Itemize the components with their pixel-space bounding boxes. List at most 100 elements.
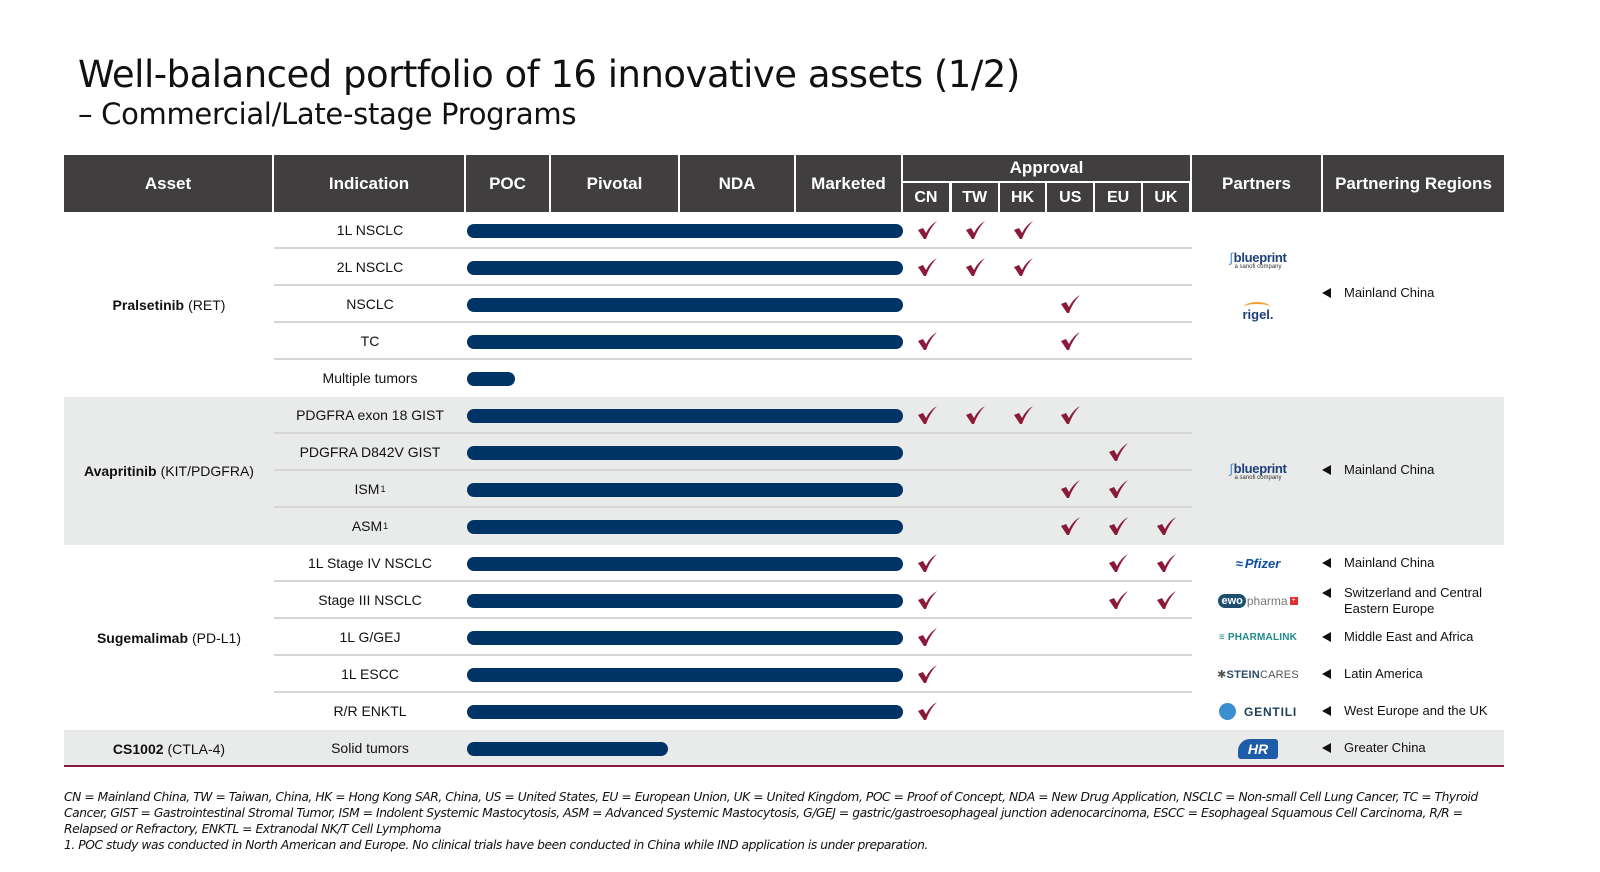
indication-label: NSCLC xyxy=(274,286,466,321)
pharmalink-logo: ≡ PHARMALINK xyxy=(1218,632,1298,643)
progress-bar xyxy=(467,446,903,460)
blueprint-logo: ∫blueprint a sanofi company xyxy=(1229,250,1287,271)
row-divider xyxy=(274,321,1192,323)
region-text: Switzerland and Central Eastern Europe xyxy=(1344,585,1483,616)
progress-bar xyxy=(467,261,903,275)
footnote-marker: 1 xyxy=(383,520,389,531)
approval-check-us xyxy=(1059,330,1081,352)
partners-cell: HR xyxy=(1192,730,1324,767)
partners-cell: ∫blueprint a sanofi company rigel. xyxy=(1192,232,1324,340)
indication-text: NSCLC xyxy=(346,295,394,312)
approval-check-hk xyxy=(1012,219,1034,241)
header-region-uk: UK xyxy=(1143,183,1189,212)
hengrui-logo: HR xyxy=(1237,738,1279,759)
approval-check-cn xyxy=(916,404,938,426)
progress-bar xyxy=(467,631,903,645)
region-text: Latin America xyxy=(1344,666,1423,681)
progress-bar xyxy=(467,372,515,386)
blueprint-logo: ∫blueprint a sanofi company xyxy=(1229,461,1287,481)
header-partnering-regions: Partnering Regions xyxy=(1323,155,1504,212)
arrow-left-icon xyxy=(1322,465,1331,475)
pfizer-logo: ≈ Pfizer xyxy=(1235,556,1281,571)
asset-target: (CTLA-4) xyxy=(167,740,226,757)
region-text: Greater China xyxy=(1344,739,1426,755)
approval-check-us xyxy=(1059,515,1081,537)
approval-check-cn xyxy=(916,330,938,352)
approval-check-eu xyxy=(1107,515,1129,537)
indication-text: ASM xyxy=(351,517,383,534)
header-region-tw: TW xyxy=(951,183,998,212)
indication-label: 1L G/GEJ xyxy=(274,619,466,654)
indication-text: 1L ESCC xyxy=(341,665,399,682)
indication-text: Stage III NSCLC xyxy=(318,591,422,608)
indication-row: TC xyxy=(274,323,1192,360)
progress-bar xyxy=(467,520,903,534)
header-region-hk: HK xyxy=(999,183,1046,212)
approval-check-eu xyxy=(1107,589,1129,611)
indication-row: PDGFRA D842V GIST xyxy=(274,434,1192,471)
row-divider xyxy=(274,617,1192,619)
indication-label: PDGFRA exon 18 GIST xyxy=(274,397,466,432)
header-approval: Approval xyxy=(903,155,1190,181)
partner-cell: ≈ Pfizer xyxy=(1192,545,1324,582)
indication-text: TC xyxy=(360,332,380,349)
asset-name: CS1002 (CTLA-4) xyxy=(64,730,274,767)
indication-row: 1L G/GEJ xyxy=(274,619,1192,656)
row-divider xyxy=(274,580,1192,582)
partnering-region: Greater China xyxy=(1322,740,1426,756)
progress-bar xyxy=(467,705,903,719)
row-divider xyxy=(274,284,1192,286)
header-asset: Asset xyxy=(64,155,272,212)
arrow-left-icon xyxy=(1322,706,1331,716)
arrow-left-icon xyxy=(1322,288,1331,298)
approval-check-tw xyxy=(964,219,986,241)
approval-check-cn xyxy=(916,700,938,722)
approval-check-cn xyxy=(916,219,938,241)
asset-target: (KIT/PDGFRA) xyxy=(160,463,254,479)
arrow-left-icon xyxy=(1322,669,1331,679)
indication-label: Multiple tumors xyxy=(274,360,466,395)
indication-text: PDGFRA exon 18 GIST xyxy=(296,406,444,423)
approval-check-eu xyxy=(1107,478,1129,500)
region-text: Middle East and Africa xyxy=(1344,629,1474,644)
partner-cell: GENTILI xyxy=(1192,693,1324,730)
partnering-region: West Europe and the UK xyxy=(1322,703,1497,719)
asset-drug: Pralsetinib xyxy=(112,296,185,313)
row-divider xyxy=(274,358,1192,360)
indication-row: PDGFRA exon 18 GIST xyxy=(274,397,1192,434)
indication-text: 1L Stage IV NSCLC xyxy=(308,554,432,571)
approval-check-cn xyxy=(916,626,938,648)
approval-check-cn xyxy=(916,589,938,611)
indication-row: 1L ESCC xyxy=(274,656,1192,693)
header-marketed: Marketed xyxy=(796,155,901,212)
header-poc: POC xyxy=(466,155,549,212)
partners-cell: ∫blueprint a sanofi company xyxy=(1192,397,1324,545)
approval-check-cn xyxy=(916,256,938,278)
asset-name: Pralsetinib (RET) xyxy=(64,212,274,397)
progress-bar xyxy=(467,594,903,608)
row-divider xyxy=(274,247,1192,249)
indication-row: Stage III NSCLC xyxy=(274,582,1192,619)
asset-group: Sugemalimab (PD-L1) 1L Stage IV NSCLC Stage… xyxy=(64,545,1504,730)
partner-cell: ≡ PHARMALINK xyxy=(1192,619,1324,656)
indication-text: Multiple tumors xyxy=(322,369,418,386)
approval-check-us xyxy=(1059,293,1081,315)
header-nda: NDA xyxy=(680,155,794,212)
asset-group: Pralsetinib (RET) 1L NSCLC 2L NSCLC NSCLC TC M… xyxy=(64,212,1504,397)
region-text: Mainland China xyxy=(1344,555,1435,570)
indication-text: PDGFRA D842V GIST xyxy=(299,443,441,460)
row-divider xyxy=(274,506,1192,508)
asset-name: Sugemalimab (PD-L1) xyxy=(64,545,274,730)
partnering-region: Latin America xyxy=(1322,666,1497,682)
header-region-us: US xyxy=(1047,183,1094,212)
asset-drug: Sugemalimab xyxy=(96,629,188,646)
header-partners: Partners xyxy=(1192,155,1321,212)
asset-name: Avapritinib (KIT/PDGFRA) xyxy=(64,397,274,545)
indication-row: ASM 1 xyxy=(274,508,1192,545)
indication-text: 1L G/GEJ xyxy=(339,628,401,645)
partnering-region: Mainland China xyxy=(1322,462,1434,478)
progress-bar xyxy=(467,742,668,756)
progress-bar xyxy=(467,224,903,238)
gentili-logo: GENTILI xyxy=(1219,703,1297,720)
page-title: Well-balanced portfolio of 16 innovative… xyxy=(78,53,1020,96)
